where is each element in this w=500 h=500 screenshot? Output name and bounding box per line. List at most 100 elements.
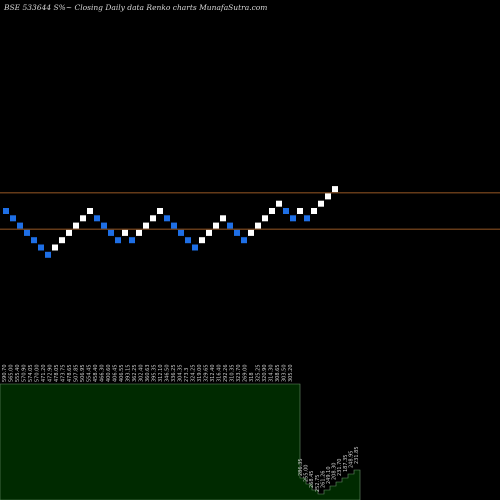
price-label: 360.63 (145, 365, 151, 383)
price-label: 231.70 (337, 459, 343, 477)
price-label: 506.95 (80, 365, 86, 383)
price-label: 302.40 (139, 365, 145, 383)
renko-brick-up (150, 215, 156, 222)
page-title: BSE 533644 S%~ Closing Daily data Renko … (4, 3, 268, 12)
renko-brick-up (122, 229, 128, 236)
price-label: 472.90 (48, 365, 54, 383)
price-label: 319.00 (197, 365, 203, 383)
renko-brick-down (10, 215, 16, 222)
renko-brick-up (318, 200, 324, 207)
renko-brick-up (87, 208, 93, 214)
renko-brick-down (185, 237, 191, 244)
renko-brick-down (241, 237, 247, 244)
price-label: 471.20 (41, 365, 47, 383)
price-label: 565.00 (9, 365, 15, 383)
price-label: 252.75 (315, 475, 321, 493)
price-label: 261.26 (320, 471, 326, 489)
price-label: 362.25 (132, 365, 138, 383)
renko-brick-up (206, 229, 212, 236)
price-label: 393.15 (126, 365, 132, 383)
renko-brick-up (157, 208, 163, 214)
price-label: 318 (249, 372, 255, 382)
renko-brick-down (178, 229, 184, 236)
renko-brick-up (220, 215, 226, 222)
renko-brick-down (192, 244, 198, 251)
renko-brick-down (129, 237, 135, 244)
price-label: 473.75 (61, 365, 67, 383)
price-label: 268.45 (309, 471, 315, 489)
price-label: 406.45 (113, 365, 119, 383)
renko-brick-up (269, 208, 275, 214)
price-label: 323.70 (236, 365, 242, 383)
price-label: 554.45 (87, 365, 93, 383)
renko-brick-up (66, 229, 72, 236)
price-label: 395.35 (152, 365, 158, 383)
price-label: 570.90 (22, 365, 28, 383)
renko-brick-down (94, 215, 100, 222)
price-label: 466.30 (100, 365, 106, 383)
price-label: 269.00 (243, 365, 249, 383)
renko-brick-down (17, 222, 23, 229)
price-label: 286.35 (298, 459, 304, 477)
price-label: 303.50 (282, 365, 288, 383)
price-label: 231.85 (354, 447, 360, 465)
renko-brick-down (234, 229, 240, 236)
renko-brick-up (297, 208, 303, 214)
renko-brick-up (325, 193, 331, 200)
price-label: 316.40 (217, 365, 223, 383)
price-label: 329.65 (204, 365, 210, 383)
renko-brick-down (115, 237, 121, 244)
renko-brick-down (38, 244, 44, 251)
price-label: 187.35 (343, 455, 349, 473)
renko-brick-up (52, 244, 58, 251)
renko-brick-down (24, 229, 30, 236)
price-label: 305.20 (288, 365, 294, 383)
renko-brick-down (171, 222, 177, 229)
renko-brick-down (45, 251, 51, 258)
renko-brick-down (101, 222, 107, 229)
renko-brick-down (108, 229, 114, 236)
price-label: 312.10 (158, 365, 164, 383)
renko-brick-up (213, 222, 219, 229)
price-label: 324.25 (191, 365, 197, 383)
price-label: 248.95 (348, 451, 354, 469)
price-label: 208.30 (332, 463, 338, 481)
price-label: 590.70 (2, 365, 8, 383)
price-label: 555.40 (15, 365, 21, 383)
price-label: 458.40 (93, 365, 99, 383)
price-label: 249.10 (326, 467, 332, 485)
price-label: 574.05 (28, 365, 34, 383)
price-label: 400.60 (106, 365, 112, 383)
renko-brick-up (248, 229, 254, 236)
renko-brick-up (136, 229, 142, 236)
renko-brick-up (59, 237, 65, 244)
price-label: 312.40 (210, 365, 216, 383)
renko-brick-up (262, 215, 268, 222)
renko-brick-up (199, 237, 205, 244)
price-label: 273.3 (184, 368, 190, 382)
price-label: 478.05 (54, 365, 60, 383)
volume-fill (0, 383, 361, 500)
renko-brick-down (304, 215, 310, 222)
price-label: 310.35 (230, 365, 236, 383)
renko-brick-up (255, 222, 261, 229)
price-label: 570.00 (35, 365, 41, 383)
renko-brick-up (276, 200, 282, 207)
price-label: 255.00 (304, 465, 310, 483)
renko-brick-up (311, 208, 317, 214)
price-label: 478.65 (67, 365, 73, 383)
price-label: 346.50 (165, 365, 171, 383)
price-label: 325.25 (256, 365, 262, 383)
price-label: 406.55 (119, 365, 125, 383)
price-label: 314.30 (269, 365, 275, 383)
renko-brick-up (143, 222, 149, 229)
renko-brick-down (227, 222, 233, 229)
renko-brick-down (283, 208, 289, 214)
renko-brick-up (73, 222, 79, 229)
renko-brick-down (3, 208, 9, 214)
renko-brick-down (290, 215, 296, 222)
price-label: 507.85 (74, 365, 80, 383)
